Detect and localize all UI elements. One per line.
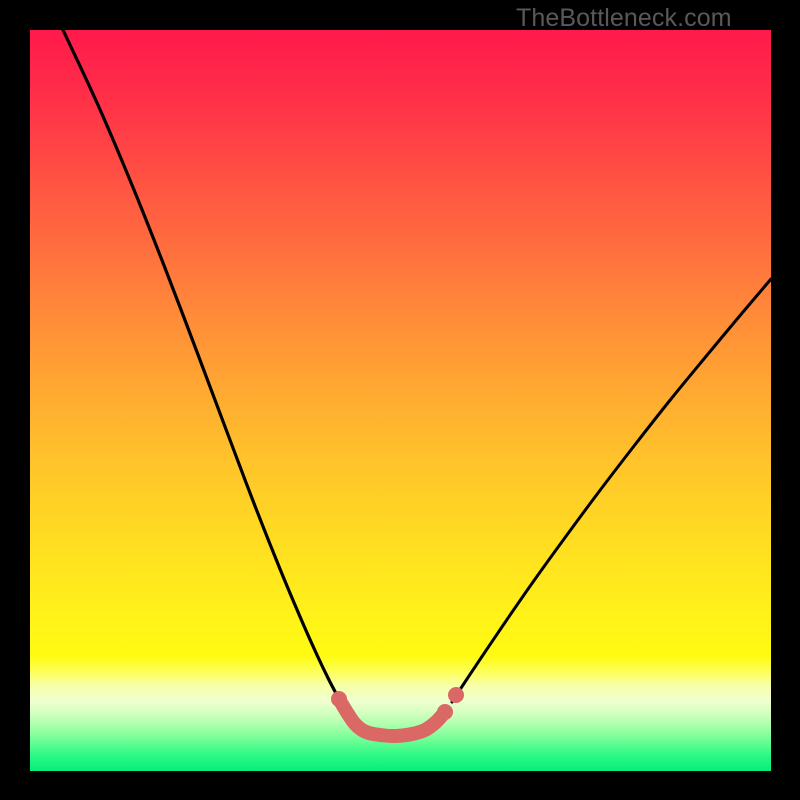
- endpoint-cap-right: [437, 704, 453, 720]
- watermark-text: TheBottleneck.com: [516, 4, 732, 33]
- dot-marker: [448, 687, 464, 703]
- right-curve: [452, 279, 771, 702]
- chart-stage: TheBottleneck.com: [0, 0, 800, 800]
- curves-layer: [30, 30, 771, 771]
- endpoint-cap-left: [331, 691, 347, 707]
- left-curve: [63, 30, 338, 697]
- plot-area: [30, 30, 771, 771]
- bottom-segment: [339, 699, 445, 736]
